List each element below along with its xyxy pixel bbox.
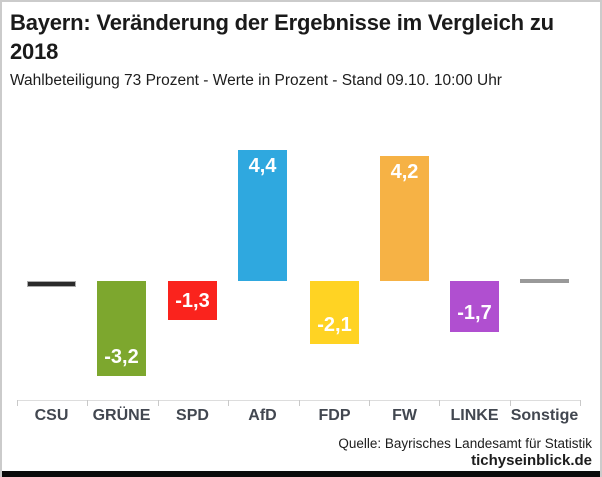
- bar-fw: 4,2: [380, 155, 429, 281]
- bar-afd: 4,4: [238, 149, 287, 281]
- chart-title: Bayern: Veränderung der Ergebnisse im Ve…: [10, 10, 554, 64]
- axis-tick: [228, 400, 230, 406]
- bar-value-label: 4,4: [248, 154, 277, 177]
- category-label-linke: LINKE: [450, 407, 499, 424]
- chart-header: Bayern: Veränderung der Ergebnisse im Ve…: [10, 8, 592, 90]
- category-label-fw: FW: [392, 407, 417, 424]
- axis-tick: [369, 400, 370, 406]
- category-label-gruene: GRÜNE: [92, 407, 151, 424]
- bar-linke: -1,7: [450, 281, 499, 332]
- bar-value-label: -3,2: [104, 346, 139, 369]
- category-label-spd: SPD: [176, 407, 209, 424]
- bar-gruene: -3,2: [97, 281, 146, 377]
- axis-tick: [509, 400, 511, 406]
- axis-tick: [439, 400, 441, 406]
- bar-fdp: -2,1: [310, 281, 359, 344]
- source-block: Quelle: Bayrisches Landesamt für Statist…: [338, 436, 592, 469]
- bar-spd: -1,3: [168, 281, 217, 320]
- category-label-afd: AfD: [248, 407, 277, 424]
- axis-tick: [17, 400, 18, 406]
- plot-area: -3,2 -1,3 4,4 -2,1 4,2 -1,7 CSU GRÜNE SP…: [2, 2, 600, 472]
- category-label-sonstige: Sonstige: [510, 407, 579, 424]
- category-label-csu: CSU: [34, 407, 69, 424]
- bottom-black-bar: [2, 471, 600, 477]
- axis-tick: [157, 400, 159, 406]
- chart-subtitle: Wahlbeteiligung 73 Prozent - Werte in Pr…: [10, 72, 502, 89]
- source-text: Quelle: Bayrisches Landesamt für Statist…: [338, 436, 592, 451]
- bar-value-label: -1,7: [457, 301, 492, 324]
- axis-tick: [298, 400, 300, 406]
- bar-csu: [27, 281, 76, 287]
- bar-sonstige: [520, 279, 569, 283]
- axis-tick: [87, 400, 89, 406]
- bar-value-label: -2,1: [317, 313, 352, 336]
- category-label-fdp: FDP: [318, 407, 351, 424]
- site-name: tichyseinblick.de: [471, 452, 592, 469]
- bar-value-label: 4,2: [390, 160, 419, 183]
- axis-tick: [580, 400, 582, 406]
- bar-value-label: -1,3: [175, 289, 210, 312]
